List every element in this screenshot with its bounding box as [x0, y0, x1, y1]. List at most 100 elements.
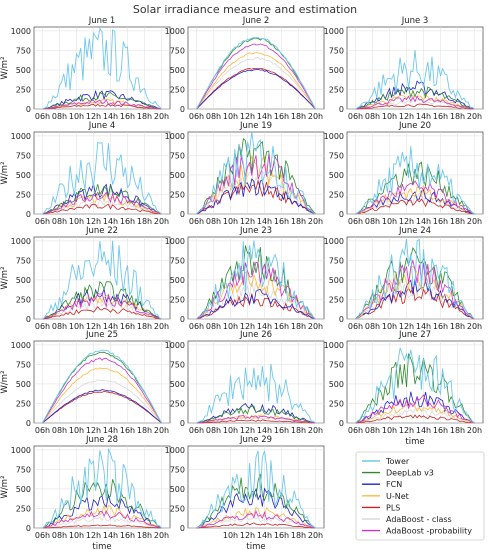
x-tick-label: 16h — [120, 112, 135, 121]
x-tick-label: 20h — [308, 217, 323, 226]
series-line — [355, 185, 475, 215]
x-tick-label: 10h — [223, 531, 238, 540]
panel: 0 250 500 750 1000 06h 08h 10h 12h 14h 16h 18h 20h Ju… — [324, 226, 484, 331]
series-line — [42, 27, 162, 110]
series-line — [196, 405, 316, 424]
series-line — [42, 389, 162, 424]
y-tick-label: 250 — [16, 504, 31, 513]
y-tick-label: 1000 — [165, 341, 185, 350]
panel-title: June 28 — [85, 435, 118, 445]
y-tick-label: 500 — [16, 171, 31, 180]
series-line — [42, 367, 162, 424]
y-tick-label: 500 — [16, 66, 31, 75]
y-tick-label: 750 — [16, 465, 31, 474]
x-tick-label: 14h — [103, 112, 118, 121]
panel: 0 250 500 750 1000 06h 08h 10h 12h 14h 16h 18h 20h Ju… — [165, 226, 325, 331]
series-line — [196, 289, 316, 320]
y-tick-label: 0 — [26, 524, 31, 533]
x-tick-label: 14h — [416, 217, 431, 226]
series-line — [42, 191, 162, 215]
y-tick-label: 250 — [329, 399, 344, 408]
x-tick-label: 16h — [120, 322, 135, 331]
y-tick-label: 1000 — [11, 341, 31, 350]
x-tick-label: 14h — [257, 531, 272, 540]
legend-box — [355, 451, 485, 541]
x-tick-label: 06h — [35, 531, 50, 540]
x-tick-label: 06h — [348, 426, 363, 435]
panel: 0 250 500 750 1000 06h 08h 10h 12h 14h 16h 18h 20h Ju… — [0, 330, 171, 435]
y-tick-label: 1000 — [11, 132, 31, 141]
series-line — [42, 306, 162, 320]
y-tick-label: 500 — [16, 276, 31, 285]
x-tick-label: 12h — [240, 531, 255, 540]
series-line — [355, 161, 475, 215]
series-line — [355, 146, 475, 215]
y-tick-label: 250 — [170, 399, 185, 408]
x-tick-label: 16h — [274, 112, 289, 121]
x-tick-label: 14h — [103, 322, 118, 331]
x-tick-label: 12h — [240, 217, 255, 226]
series-line — [196, 68, 316, 110]
panel: 0 250 500 750 1000 06h 08h 10h 12h 14h 16h 18h 20h Ju… — [0, 226, 171, 331]
y-tick-label: 250 — [329, 190, 344, 199]
x-tick-label: 10h — [223, 112, 238, 121]
y-tick-label: 0 — [26, 419, 31, 428]
series-line — [355, 353, 475, 424]
series-line — [355, 95, 475, 110]
legend-entry: U-Net — [386, 492, 409, 501]
panel-title: June 19 — [239, 121, 272, 131]
y-tick-label: 500 — [329, 380, 344, 389]
x-tick-label: 12h — [240, 112, 255, 121]
y-tick-label: 750 — [329, 151, 344, 160]
x-tick-label: 20h — [467, 426, 482, 435]
x-tick-label: 10h — [69, 112, 84, 121]
series-line — [196, 240, 316, 320]
series-line — [355, 258, 475, 320]
y-tick-label: 500 — [16, 485, 31, 494]
x-tick-label: 16h — [433, 426, 448, 435]
series-line — [355, 189, 475, 215]
x-axis-label: time — [92, 542, 111, 550]
series-line — [42, 293, 162, 320]
x-tick-label: 16h — [274, 322, 289, 331]
x-tick-label: 06h — [35, 112, 50, 121]
y-axis-label: W/m² — [0, 371, 10, 394]
panel: 0 250 500 750 1000 06h 08h 10h 12h 14h 16h 18h 20h Ju… — [165, 121, 325, 226]
y-tick-label: 750 — [170, 465, 185, 474]
series-line — [196, 414, 316, 424]
y-tick-label: 0 — [180, 524, 185, 533]
series-line — [196, 37, 316, 110]
x-tick-label: 14h — [416, 322, 431, 331]
y-tick-label: 1000 — [324, 341, 344, 350]
x-tick-label: 18h — [450, 217, 465, 226]
series-line — [196, 179, 316, 215]
y-tick-label: 1000 — [165, 27, 185, 36]
x-tick-label: 20h — [467, 217, 482, 226]
panel: 0 250 500 750 1000 10h 12h 14h 16h 18h 20h June 29 t… — [165, 435, 325, 550]
series-line — [196, 37, 316, 110]
series-line — [355, 238, 475, 320]
x-tick-label: 18h — [291, 426, 306, 435]
series-line — [42, 448, 162, 529]
series-line — [42, 349, 162, 424]
x-tick-label: 16h — [433, 112, 448, 121]
x-tick-label: 12h — [399, 217, 414, 226]
series-line — [196, 450, 316, 529]
x-tick-label: 20h — [154, 112, 169, 121]
panel-title: June 1 — [88, 16, 116, 26]
panel: 0 250 500 750 1000 06h 08h 10h 12h 14h 16h 18h 20h Ju… — [165, 330, 325, 435]
y-tick-label: 250 — [16, 190, 31, 199]
panel-title: June 20 — [398, 121, 431, 131]
panel: 0 250 500 750 1000 06h 08h 10h 12h 14h 16h 18h 20h Ju… — [0, 121, 171, 226]
series-line — [42, 89, 162, 110]
y-tick-label: 250 — [16, 295, 31, 304]
x-tick-label: 20h — [308, 112, 323, 121]
y-tick-label: 750 — [170, 151, 185, 160]
x-tick-label: 18h — [291, 531, 306, 540]
series-line — [42, 524, 162, 529]
panel: 0 250 500 750 1000 06h 08h 10h 12h 14h 16h 18h 20h Ju… — [324, 330, 484, 447]
series-line — [42, 293, 162, 320]
series-line — [196, 363, 316, 424]
y-tick-label: 0 — [339, 315, 344, 324]
x-tick-label: 10h — [69, 426, 84, 435]
